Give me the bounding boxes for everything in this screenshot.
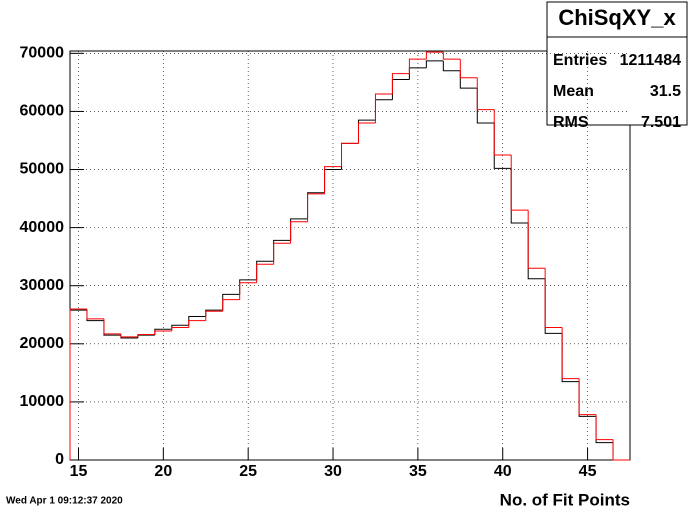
histogram-step: [374, 93, 393, 124]
histogram-step: [595, 414, 614, 441]
histogram-step: [324, 166, 342, 194]
histogram-step: [239, 282, 257, 300]
histogram-step: [527, 210, 546, 269]
histogram-step: [510, 154, 529, 211]
histogram-step: [205, 310, 223, 321]
histogram-step: [154, 330, 172, 335]
histogram-step: [137, 334, 155, 337]
histogram-step: [69, 308, 87, 460]
y-tick-label: 60000: [20, 103, 65, 120]
x-tick-label: 15: [70, 463, 88, 480]
stats-label: RMS: [553, 114, 589, 131]
x-tick-label: 35: [409, 463, 427, 480]
y-tick-label: 10000: [20, 393, 65, 410]
x-tick-label: 20: [154, 463, 172, 480]
histogram-step: [103, 318, 121, 335]
histogram-step: [459, 59, 478, 79]
stats-value: 31.5: [650, 83, 681, 100]
y-tick-label: 40000: [20, 219, 65, 236]
histogram-step: [120, 333, 138, 338]
histogram-step: [307, 193, 325, 222]
histogram-step: [341, 142, 359, 167]
histogram-step: [171, 327, 189, 332]
y-tick-label: 0: [55, 451, 64, 468]
x-tick-label: 40: [494, 463, 512, 480]
histogram-step: [442, 60, 461, 72]
histogram-step: [425, 60, 444, 68]
stats-label: Mean: [553, 83, 594, 100]
histogram-step: [493, 109, 512, 156]
histogram-step: [476, 77, 495, 111]
histogram-step: [86, 308, 104, 320]
x-axis-label: No. of Fit Points: [500, 490, 630, 509]
histogram-step: [290, 221, 308, 244]
date-stamp: Wed Apr 1 09:12:37 2020: [6, 496, 123, 507]
histogram-step: [578, 378, 597, 416]
stats-value: 7.501: [641, 114, 681, 131]
histogram-step: [188, 320, 206, 328]
histogram-step: [425, 51, 444, 60]
y-tick-label: 20000: [20, 335, 65, 352]
histogram-step: [408, 58, 427, 74]
histogram-step: [561, 327, 580, 380]
stats-box: ChiSqXY_x: [546, 1, 688, 126]
histogram-step: [256, 263, 274, 283]
histogram-step: [612, 439, 630, 461]
stats-frame: [546, 1, 688, 126]
y-tick-label: 30000: [20, 277, 65, 294]
histogram-step: [442, 52, 461, 60]
y-tick-label: 50000: [20, 161, 65, 178]
x-tick-label: 25: [239, 463, 257, 480]
y-tick-label: 70000: [20, 45, 65, 62]
histogram-step: [391, 73, 410, 94]
stats-title: ChiSqXY_x: [558, 5, 676, 30]
x-tick-label: 30: [324, 463, 342, 480]
histogram-step: [273, 242, 291, 265]
histogram-step: [357, 122, 376, 144]
stats-label: Entries: [553, 52, 607, 69]
stats-value: 1211484: [620, 52, 682, 69]
x-tick-label: 45: [579, 463, 597, 480]
histogram-step: [544, 268, 563, 329]
histogram-step: [222, 299, 240, 312]
